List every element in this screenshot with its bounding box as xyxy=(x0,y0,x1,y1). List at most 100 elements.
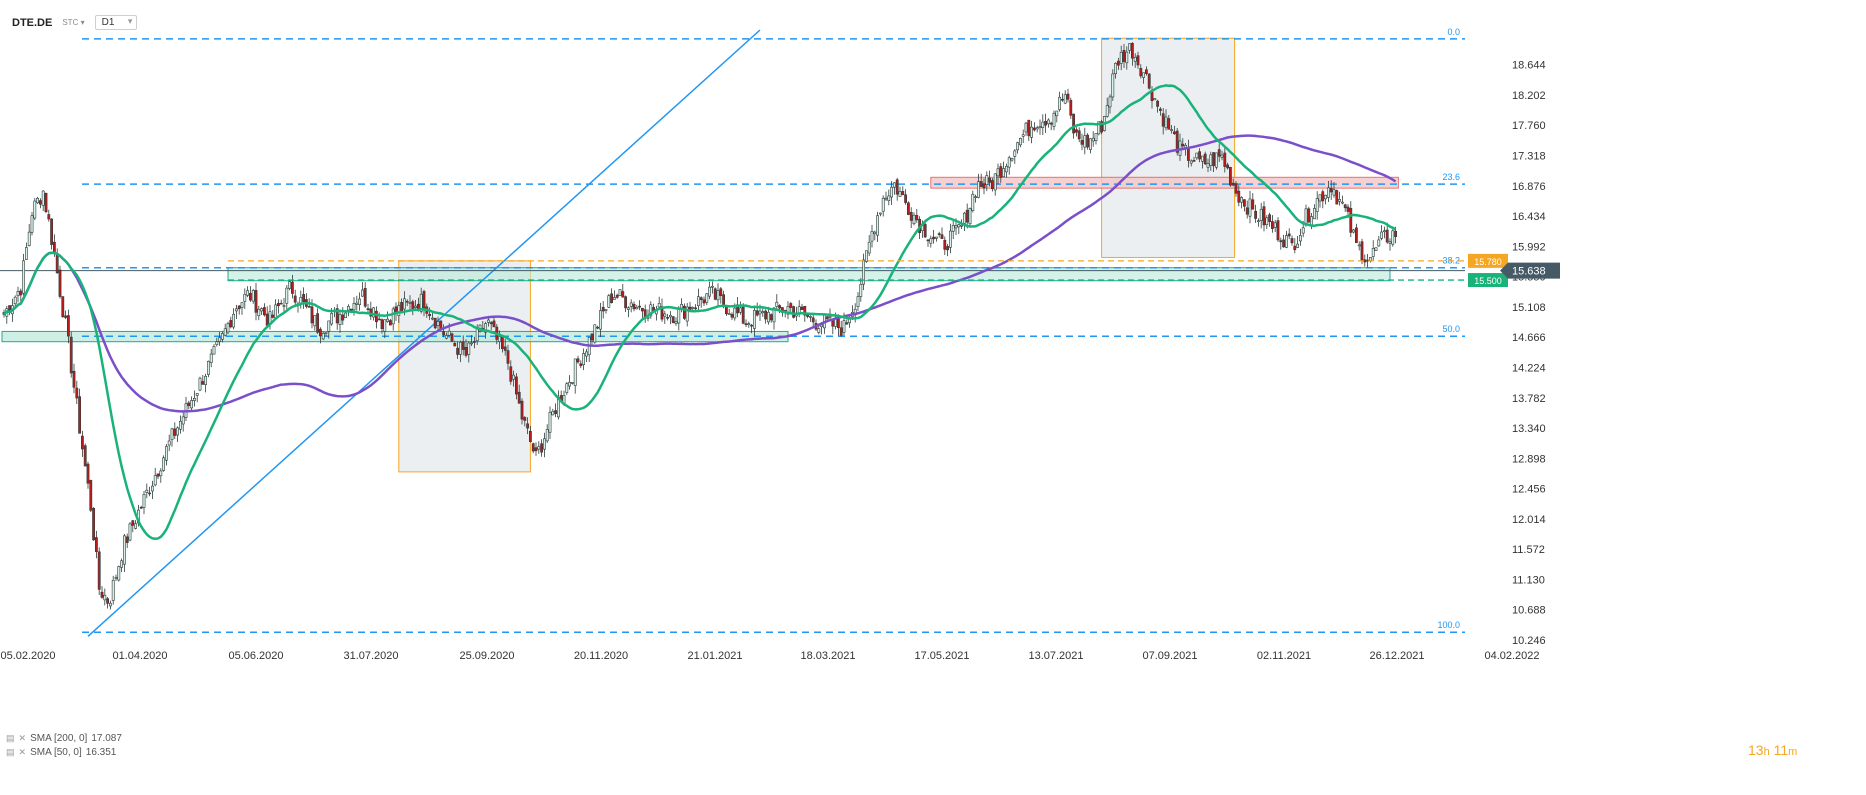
candle-body[interactable] xyxy=(470,342,474,345)
candle-body[interactable] xyxy=(856,296,860,307)
candle-body[interactable] xyxy=(523,417,527,421)
candle-body[interactable] xyxy=(1198,151,1202,160)
candle-body[interactable] xyxy=(741,306,745,324)
candle-body[interactable] xyxy=(1301,227,1305,234)
candle-body[interactable] xyxy=(327,320,331,332)
candle-body[interactable] xyxy=(170,428,174,440)
candle-body[interactable] xyxy=(1388,241,1392,244)
candle-body[interactable] xyxy=(1310,216,1314,226)
symbol-label[interactable]: DTE.DE xyxy=(12,16,53,29)
candle-body[interactable] xyxy=(531,443,535,452)
candle-body[interactable] xyxy=(377,318,381,321)
candle-body[interactable] xyxy=(685,306,689,322)
candle-body[interactable] xyxy=(621,291,625,298)
candle-body[interactable] xyxy=(338,314,342,325)
candle-body[interactable] xyxy=(1027,119,1031,137)
candle-body[interactable] xyxy=(640,307,644,312)
candle-body[interactable] xyxy=(38,200,42,205)
candle-body[interactable] xyxy=(271,314,275,318)
candle-body[interactable] xyxy=(302,294,306,302)
close-icon[interactable]: ✕ xyxy=(18,733,27,743)
candle-body[interactable] xyxy=(313,315,317,327)
candle-body[interactable] xyxy=(341,314,345,321)
candle-body[interactable] xyxy=(551,410,555,416)
candle-body[interactable] xyxy=(836,318,840,329)
candle-body[interactable] xyxy=(344,312,348,319)
candle-body[interactable] xyxy=(1094,133,1098,141)
candle-body[interactable] xyxy=(554,410,558,414)
candle-body[interactable] xyxy=(1077,130,1081,140)
candle-body[interactable] xyxy=(201,381,205,385)
candle-body[interactable] xyxy=(1201,155,1204,162)
candle-body[interactable] xyxy=(78,396,82,434)
candle-body[interactable] xyxy=(825,316,829,320)
candle-body[interactable] xyxy=(1114,62,1118,75)
candle-body[interactable] xyxy=(755,310,759,316)
candle-body[interactable] xyxy=(1192,160,1196,162)
candle-body[interactable] xyxy=(660,306,664,320)
candle-body[interactable] xyxy=(1251,199,1255,210)
candle-body[interactable] xyxy=(1206,163,1210,168)
candle-body[interactable] xyxy=(1243,199,1246,207)
candle-body[interactable] xyxy=(1262,206,1266,226)
candle-body[interactable] xyxy=(1327,187,1330,198)
candle-body[interactable] xyxy=(363,288,367,307)
candle-body[interactable] xyxy=(666,317,670,319)
candle-body[interactable] xyxy=(36,197,40,204)
candle-body[interactable] xyxy=(69,336,73,374)
candle-body[interactable] xyxy=(985,175,989,185)
candle-body[interactable] xyxy=(750,324,754,327)
candle-body[interactable] xyxy=(817,328,821,333)
candle-body[interactable] xyxy=(433,317,437,329)
candle-body[interactable] xyxy=(1159,108,1162,111)
candle-body[interactable] xyxy=(1047,119,1050,125)
candle-body[interactable] xyxy=(142,494,146,508)
candle-body[interactable] xyxy=(1329,187,1333,193)
candle-body[interactable] xyxy=(786,306,790,315)
candle-body[interactable] xyxy=(1315,198,1319,212)
candle-body[interactable] xyxy=(44,192,48,213)
candle-body[interactable] xyxy=(957,224,961,228)
settings-icon[interactable]: ▤ xyxy=(6,747,15,757)
candle-body[interactable] xyxy=(472,341,476,343)
candle-body[interactable] xyxy=(489,322,493,325)
candle-body[interactable] xyxy=(1170,129,1174,131)
candle-body[interactable] xyxy=(1097,121,1101,135)
candle-body[interactable] xyxy=(148,492,152,495)
candle-body[interactable] xyxy=(318,328,322,337)
candle-body[interactable] xyxy=(674,321,678,324)
candle-body[interactable] xyxy=(207,360,210,375)
candle-body[interactable] xyxy=(1245,207,1249,215)
candle-body[interactable] xyxy=(806,314,810,317)
candle-body[interactable] xyxy=(114,577,118,579)
candle-body[interactable] xyxy=(257,308,261,317)
candle-body[interactable] xyxy=(458,341,462,355)
candle-body[interactable] xyxy=(537,446,541,450)
candle-body[interactable] xyxy=(1052,112,1056,127)
candle-body[interactable] xyxy=(890,186,894,198)
candle-body[interactable] xyxy=(229,320,233,328)
settings-icon[interactable]: ▤ xyxy=(6,733,15,743)
candle-body[interactable] xyxy=(383,319,387,332)
candle-body[interactable] xyxy=(901,191,905,196)
candle-body[interactable] xyxy=(848,318,852,324)
candle-body[interactable] xyxy=(1363,259,1367,263)
candle-body[interactable] xyxy=(923,224,927,238)
candle-body[interactable] xyxy=(503,346,507,351)
candle-body[interactable] xyxy=(176,427,180,436)
candle-body[interactable] xyxy=(464,347,468,356)
candle-body[interactable] xyxy=(500,336,504,350)
candle-body[interactable] xyxy=(713,288,717,300)
candle-body[interactable] xyxy=(657,303,661,308)
candle-body[interactable] xyxy=(288,281,292,289)
candle-body[interactable] xyxy=(1276,220,1280,241)
candle-body[interactable] xyxy=(498,336,502,342)
candle-body[interactable] xyxy=(677,307,681,324)
candle-body[interactable] xyxy=(13,296,17,305)
candle-body[interactable] xyxy=(1100,121,1104,133)
candle-body[interactable] xyxy=(649,304,653,317)
candle-body[interactable] xyxy=(215,341,219,345)
candle-body[interactable] xyxy=(386,318,390,322)
candle-body[interactable] xyxy=(909,212,913,221)
candle-body[interactable] xyxy=(1117,60,1120,66)
